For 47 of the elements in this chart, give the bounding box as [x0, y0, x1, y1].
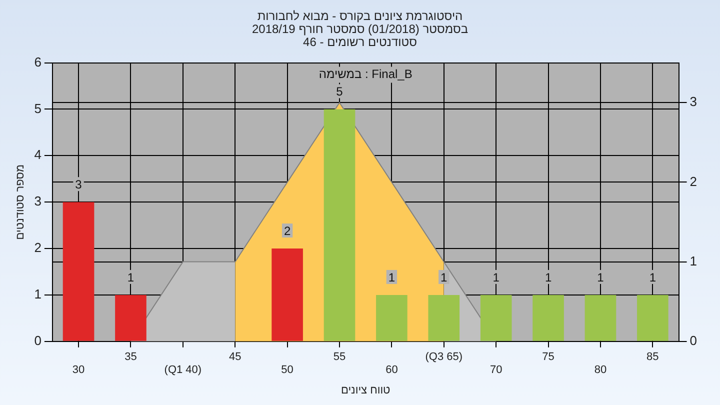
- bar: [532, 294, 564, 341]
- y2-tick-label: 1: [690, 253, 698, 268]
- annotation: Final_B : במשימה: [318, 67, 412, 82]
- x-tick-label: 80: [594, 364, 607, 376]
- chart-title: היסטוגרמת ציונים בקורס - מבוא לחבורות בסמסטר (01/2018) סמסטר חורף 2018/19 סטודנטים רשומים - 46: [250, 9, 470, 49]
- data-label: 1: [127, 270, 134, 284]
- data-label: 1: [440, 270, 448, 284]
- x-axis-title: טווח ציונים: [340, 384, 390, 396]
- y-tick-label: 2: [34, 240, 42, 256]
- bar: [115, 294, 146, 341]
- bar: [324, 109, 356, 341]
- data-label: 3: [75, 177, 82, 192]
- x-tick-label: 30: [72, 364, 85, 376]
- data-label: 1: [492, 270, 500, 284]
- bar: [480, 294, 512, 341]
- y2-tick-label: 2: [690, 174, 698, 189]
- y-tick-label: 6: [34, 54, 42, 70]
- data-label: 1: [597, 270, 604, 284]
- y-tick-label: 1: [34, 286, 42, 302]
- data-label: 1: [544, 270, 552, 284]
- y-tick-label: 5: [34, 100, 42, 116]
- bar: [428, 294, 460, 341]
- y-tick-label: 0: [34, 332, 42, 348]
- bar: [376, 294, 408, 341]
- data-label: 2: [284, 224, 291, 238]
- x-tick-label: 75: [542, 351, 554, 364]
- y2-tick-label: 3: [690, 94, 698, 110]
- data-label: 5: [336, 84, 344, 99]
- data-label: 1: [649, 270, 656, 284]
- x-tick-label: 70: [490, 364, 502, 376]
- y-tick-label: 3: [34, 194, 42, 209]
- bar: [272, 248, 303, 341]
- bar: [637, 294, 668, 341]
- x-tick-label: 35: [124, 351, 137, 364]
- x-tick-label: 50: [281, 364, 294, 376]
- x-tick-label: 55: [333, 351, 346, 364]
- x-tick-label: 60: [386, 364, 398, 376]
- y2-tick-label: 0: [690, 332, 698, 348]
- x-tick-label: 45: [228, 351, 242, 364]
- y-axis-title: מספר סטודנטים: [14, 164, 27, 240]
- x-tick-label: (Q1 40): [164, 364, 202, 376]
- x-tick-label: (Q3 65): [425, 351, 463, 364]
- y-tick-label: 4: [34, 147, 42, 162]
- bar: [62, 202, 94, 341]
- bar: [584, 294, 616, 341]
- x-tick-label: 85: [646, 351, 659, 364]
- data-label: 1: [388, 270, 396, 284]
